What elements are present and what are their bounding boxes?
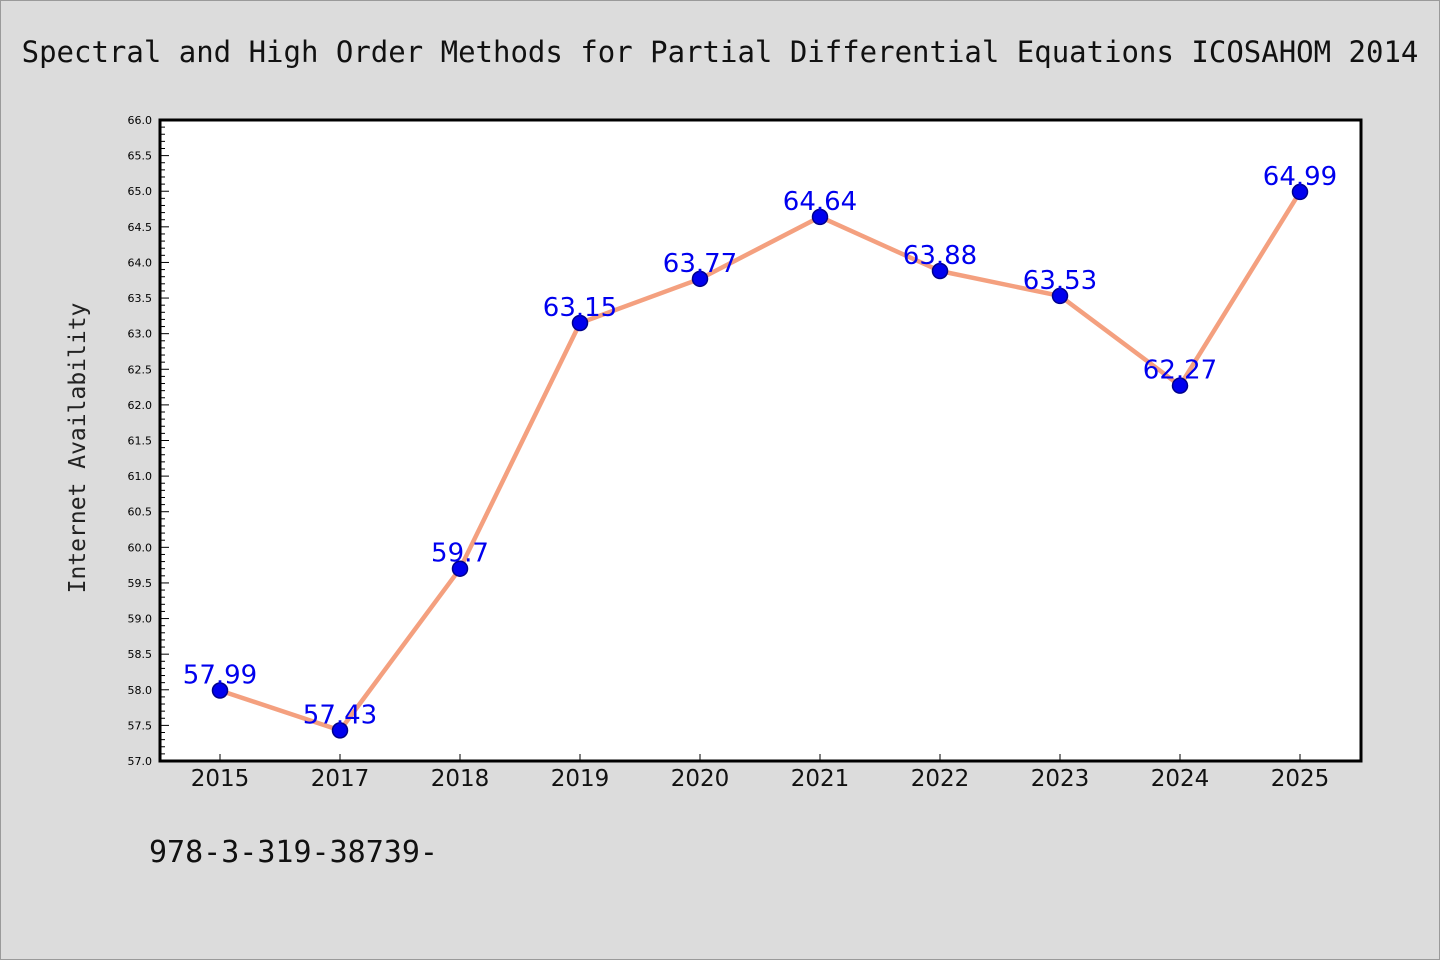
y-tick-label: 64.0 — [128, 256, 153, 269]
y-tick-label: 57.0 — [128, 755, 153, 768]
data-label: 64.99 — [1263, 162, 1337, 192]
x-tick-label: 2024 — [1151, 766, 1210, 792]
x-tick-label: 2022 — [911, 766, 970, 792]
data-point-marker — [571, 314, 589, 332]
data-label: 62.27 — [1143, 356, 1217, 386]
data-label: 64.64 — [783, 187, 857, 217]
data-label: 63.77 — [663, 249, 737, 279]
y-tick-label: 59.0 — [128, 613, 153, 626]
x-tick-label: 2015 — [191, 766, 250, 792]
data-point-marker — [451, 560, 469, 577]
x-tick-label: 2017 — [311, 766, 370, 792]
y-tick-label: 66.0 — [128, 114, 153, 127]
y-tick-label: 65.0 — [128, 185, 153, 198]
y-axis-ticks: 57.0 57.5 58.0 58.5 59.0 59.5 60.0 60.5 61.0 61.5… — [128, 114, 169, 768]
plot-border — [158, 118, 1363, 763]
x-tick-label: 2021 — [791, 766, 850, 792]
y-tick-label: 62.5 — [128, 363, 153, 376]
y-tick-label: 65.5 — [128, 150, 153, 163]
data-point-marker — [331, 722, 349, 739]
y-axis-label: Internet Availability — [65, 303, 91, 594]
data-label: 63.15 — [543, 293, 617, 323]
series-layer — [217, 189, 1303, 733]
x-tick-label: 2023 — [1031, 766, 1090, 792]
y-tick-label: 58.5 — [128, 648, 153, 661]
data-label: 63.53 — [1023, 266, 1097, 296]
y-tick-label: 59.5 — [128, 577, 153, 590]
chart-title: Spectral and High Order Methods for Part… — [21, 35, 1419, 69]
y-tick-label: 58.0 — [128, 684, 153, 697]
x-tick-label: 2020 — [671, 766, 730, 792]
y-tick-label: 60.5 — [128, 506, 153, 519]
y-tick-label: 63.5 — [128, 292, 153, 305]
data-label: 59.7 — [431, 539, 489, 569]
data-point-marker — [1171, 377, 1189, 394]
series-line — [217, 189, 1303, 733]
data-label: 57.43 — [303, 700, 377, 730]
data-label: 63.88 — [903, 241, 977, 271]
isbn-footer-text: 978-3-319-38739- — [149, 835, 438, 870]
y-tick-label: 63.0 — [128, 328, 153, 341]
data-labels-layer: 57.99 57.43 59.7 63.15 63.77 64.64 63.88 63.53 6… — [183, 162, 1337, 730]
markers-layer — [211, 183, 1309, 739]
data-label: 57.99 — [183, 660, 257, 690]
x-tick-label: 2018 — [431, 766, 490, 792]
x-tick-label: 2019 — [551, 766, 610, 792]
data-point-marker — [811, 208, 829, 226]
data-point-marker — [1291, 183, 1309, 201]
plot-area — [160, 120, 1361, 761]
y-tick-label: 60.0 — [128, 541, 153, 554]
y-tick-label: 61.5 — [128, 435, 153, 448]
y-tick-label: 64.5 — [128, 221, 153, 234]
y-tick-label: 57.5 — [128, 719, 153, 732]
y-tick-label: 62.0 — [128, 399, 153, 412]
x-axis-ticks: 2015 2017 2018 2019 2020 2021 2022 2023 2024 2025 — [191, 754, 1330, 792]
data-point-marker — [931, 262, 949, 280]
data-point-marker — [691, 270, 709, 288]
data-point-marker — [211, 682, 229, 699]
data-point-marker — [1051, 287, 1069, 305]
y-tick-label: 61.0 — [128, 470, 153, 483]
x-tick-label: 2025 — [1271, 766, 1330, 792]
